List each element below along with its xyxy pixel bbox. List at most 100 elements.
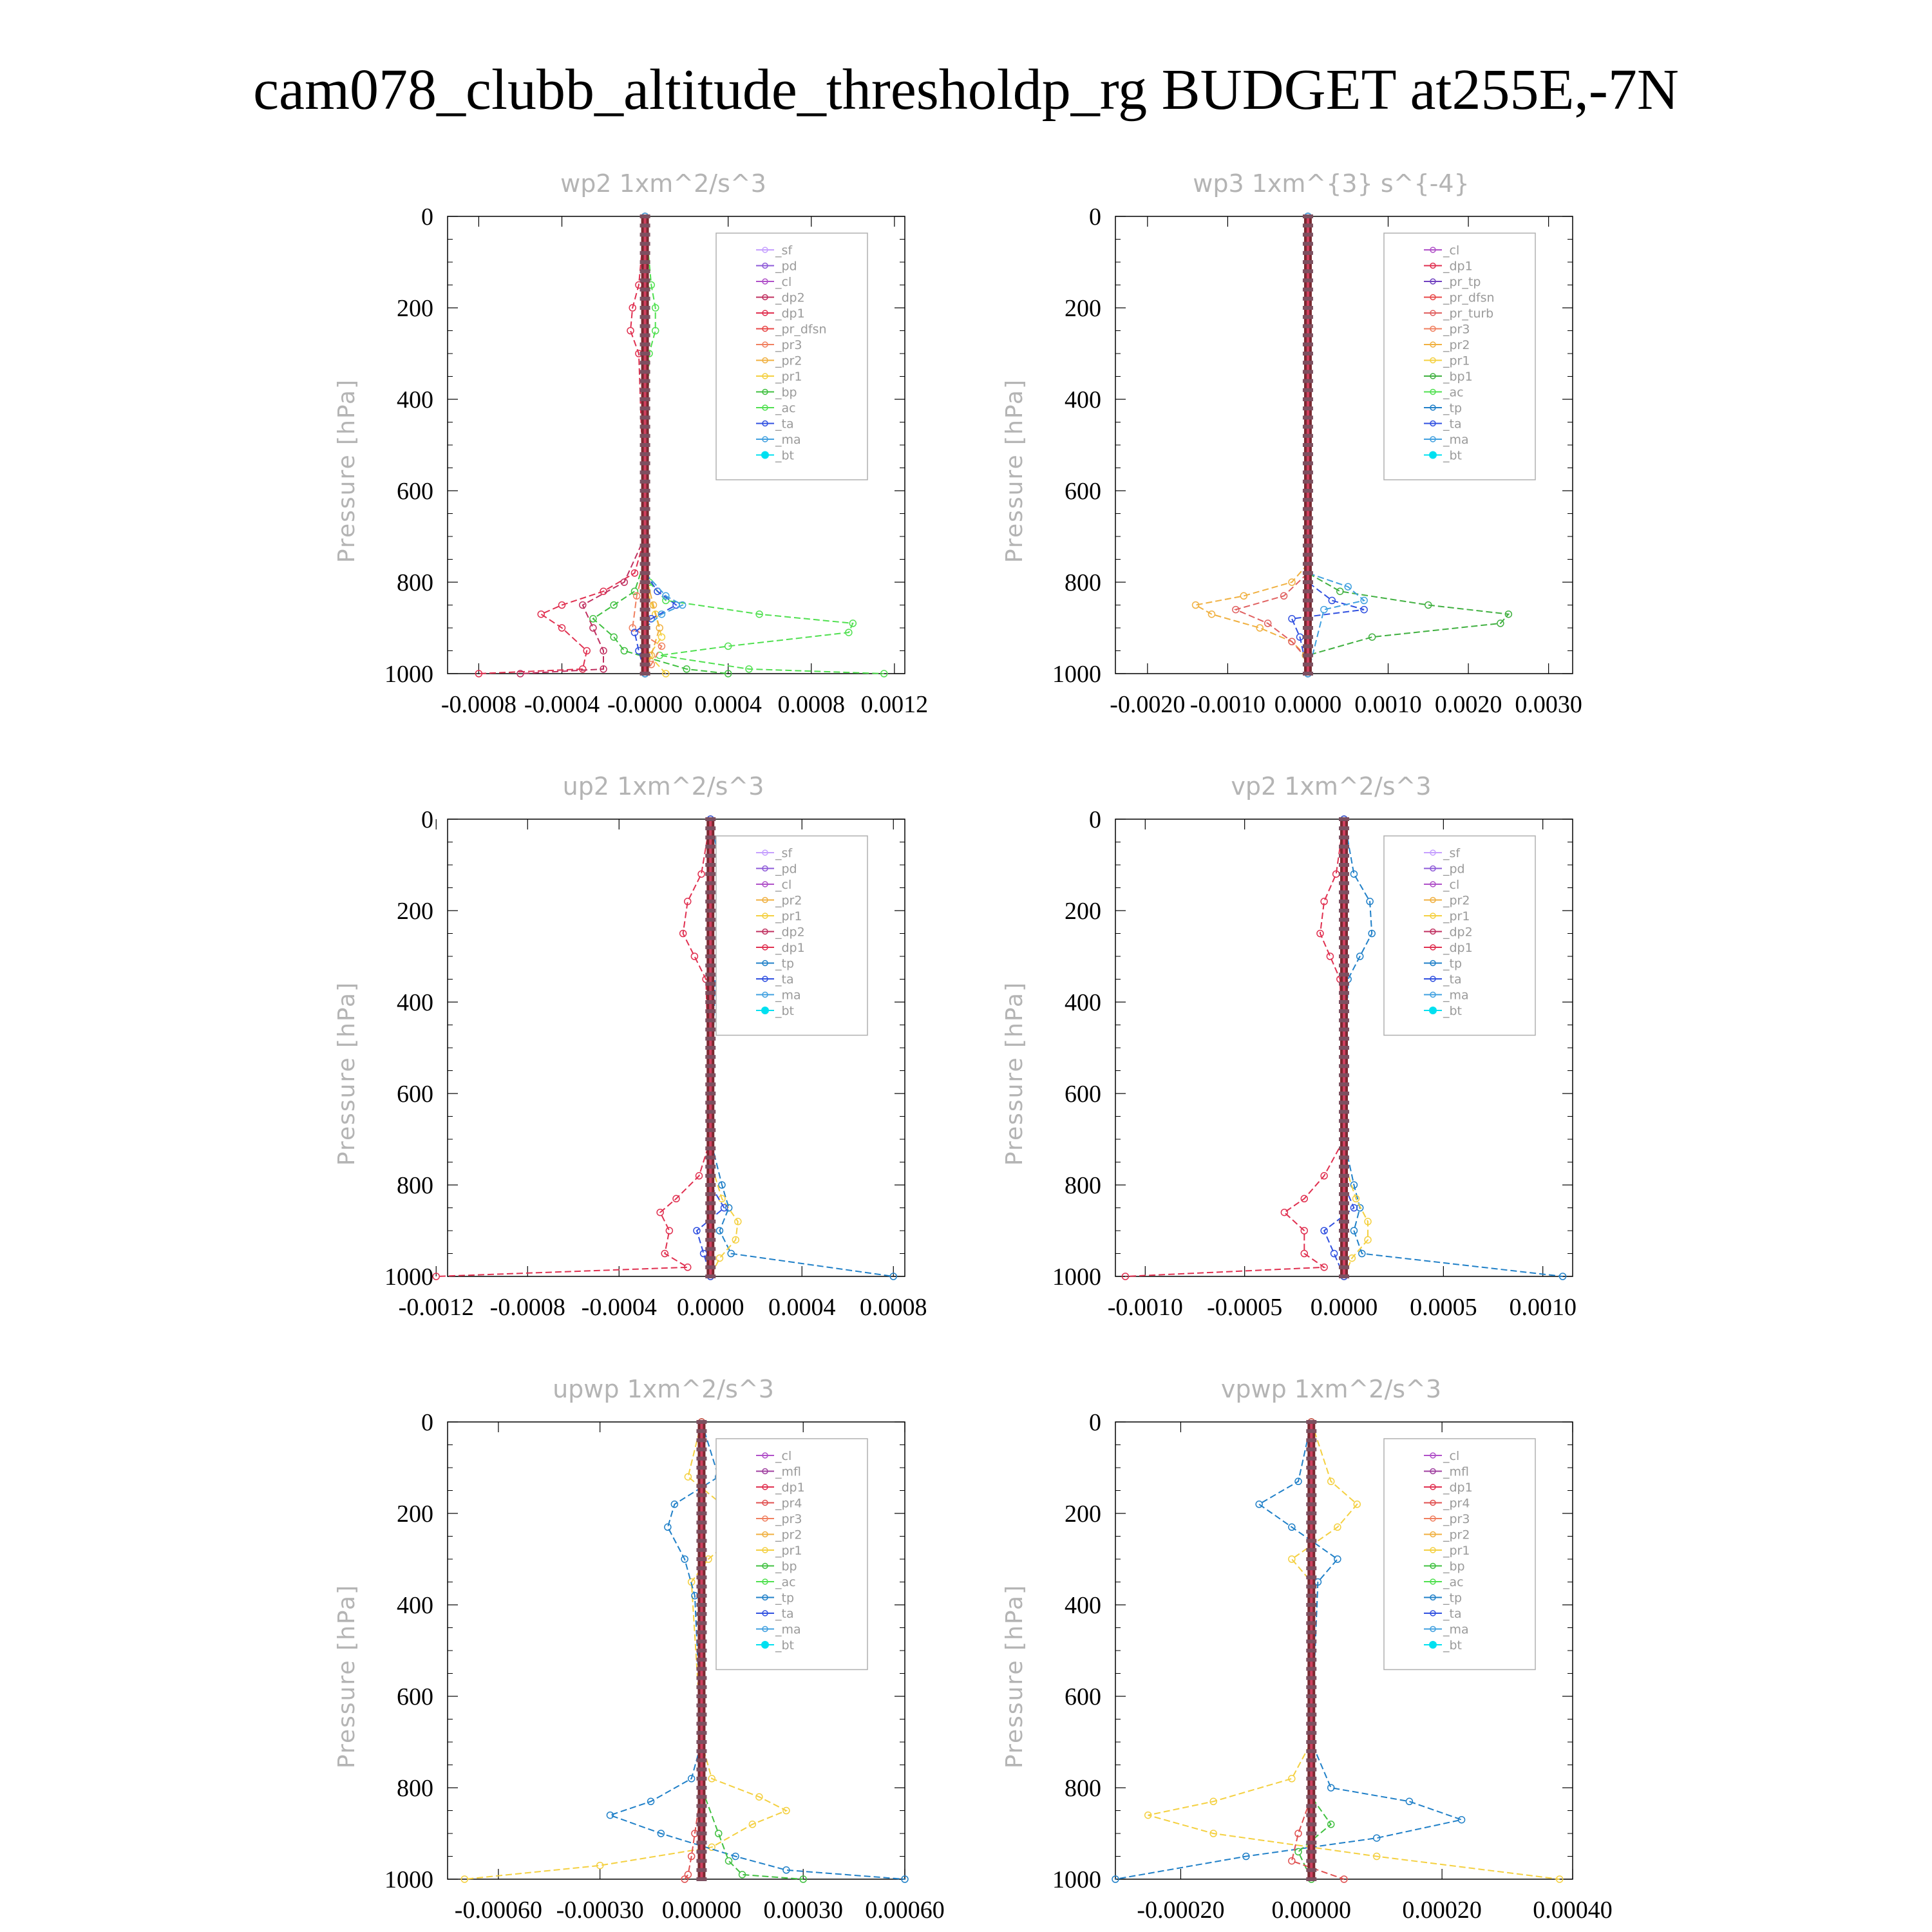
legend-label: _bt xyxy=(1443,449,1462,463)
zero-bundle-marker xyxy=(1306,1767,1317,1772)
zero-bundle-marker xyxy=(1302,635,1313,639)
zero-bundle-marker xyxy=(705,963,716,968)
zero-bundle-marker xyxy=(639,598,650,603)
zero-bundle-marker xyxy=(696,1593,707,1598)
data-point_pr1 xyxy=(1353,1501,1361,1508)
y-tick-label: 200 xyxy=(397,898,433,925)
zero-bundle-marker xyxy=(705,826,716,831)
data-point_pr1 xyxy=(1334,1523,1341,1531)
zero-bundle-marker xyxy=(1339,844,1349,849)
zero-bundle-marker xyxy=(696,1649,707,1653)
data-point_dp1 xyxy=(558,624,566,632)
zero-bundle-marker xyxy=(1302,278,1313,283)
zero-bundle-marker xyxy=(1339,890,1349,895)
zero-bundle-marker xyxy=(1306,1557,1317,1561)
x-tick-label: -0.0010 xyxy=(1108,1294,1183,1321)
zero-bundle-marker xyxy=(696,1676,707,1680)
legend-label: _pd xyxy=(775,260,797,274)
zero-bundle-marker xyxy=(639,406,650,411)
zero-bundle-marker xyxy=(705,945,716,949)
panel-title: vpwp 1xm^2/s^3 xyxy=(1221,1375,1441,1403)
zero-bundle-marker xyxy=(1339,1082,1349,1086)
legend-marker xyxy=(1430,1515,1436,1522)
zero-bundle-marker xyxy=(696,1786,707,1790)
data-point_pr1 xyxy=(782,1806,790,1815)
legend-label: _ta xyxy=(1443,417,1462,431)
legend-label: _pr4 xyxy=(775,1497,802,1511)
legend-label: _dp1 xyxy=(775,1481,805,1495)
legend-marker xyxy=(762,357,768,364)
legend-marker xyxy=(762,404,768,411)
data-point_ta xyxy=(693,1227,701,1235)
data-point_bp xyxy=(738,1871,746,1879)
data-point_tp xyxy=(606,1811,614,1819)
data-point_pr4 xyxy=(1288,1857,1296,1865)
zero-bundle-marker xyxy=(696,1868,707,1872)
x-tick-label: -0.0020 xyxy=(1110,691,1185,718)
zero-bundle-marker xyxy=(705,990,716,995)
data-point_ma xyxy=(678,601,687,609)
zero-bundle-marker xyxy=(1306,1813,1317,1817)
zero-bundle-marker xyxy=(696,1832,707,1835)
zero-bundle-marker xyxy=(696,1758,707,1763)
legend-label: _bt xyxy=(1443,1004,1462,1018)
zero-bundle-marker xyxy=(1306,1493,1317,1497)
zero-bundle-marker xyxy=(705,1027,716,1032)
series-line_bp xyxy=(592,216,728,674)
data-point_pr1 xyxy=(715,1254,724,1262)
legend-label: _ma xyxy=(775,989,801,1003)
legend-label: _ma xyxy=(775,433,801,447)
legend-marker xyxy=(762,310,768,316)
legend-label: _dp2 xyxy=(775,291,805,305)
data-point_pr1 xyxy=(1209,1797,1217,1806)
zero-bundle-marker xyxy=(696,1456,707,1461)
zero-bundle-marker xyxy=(1302,644,1313,649)
zero-bundle-marker xyxy=(639,672,650,676)
zero-bundle-marker xyxy=(1302,672,1313,676)
zero-bundle-marker xyxy=(696,1603,707,1607)
zero-bundle-marker xyxy=(696,1612,707,1616)
y-tick-label: 0 xyxy=(1089,1409,1101,1436)
zero-bundle-marker xyxy=(1306,1868,1317,1872)
zero-bundle-marker xyxy=(705,1274,716,1278)
zero-bundle-marker xyxy=(1306,1484,1317,1488)
zero-bundle-marker xyxy=(1302,397,1313,401)
data-point_dp1 xyxy=(679,929,687,938)
zero-bundle-marker xyxy=(1339,1128,1349,1132)
legend-marker xyxy=(761,451,769,459)
data-point_bp xyxy=(683,665,690,673)
data-point_ac xyxy=(651,304,659,312)
legend-label: _dp1 xyxy=(1443,941,1473,955)
zero-bundle-marker xyxy=(1339,1064,1349,1068)
zero-bundle-marker xyxy=(1302,232,1313,237)
zero-bundle-marker xyxy=(696,1658,707,1662)
zero-bundle-marker xyxy=(696,1694,707,1698)
legend-label: _bt xyxy=(775,1004,794,1018)
data-point_ta xyxy=(1350,1204,1358,1212)
data-point_bp1 xyxy=(1497,620,1504,627)
legend-box xyxy=(1383,835,1536,1036)
zero-bundle-marker xyxy=(1339,1092,1349,1095)
legend-label: _pr2 xyxy=(1443,894,1470,908)
zero-bundle-marker xyxy=(1339,936,1349,940)
data-point_pr1 xyxy=(1372,1852,1381,1861)
figure-title: cam078_clubb_altitude_thresholdp_rg BUDG… xyxy=(253,58,1679,122)
data-point_pr2 xyxy=(1208,610,1216,618)
data-point_pr1 xyxy=(748,1821,757,1828)
legend-marker xyxy=(1430,1484,1436,1490)
data-point_tp xyxy=(1372,1834,1381,1842)
zero-bundle-marker xyxy=(639,315,650,319)
zero-bundle-marker xyxy=(1302,616,1313,621)
legend-label: _pr_tp xyxy=(1443,275,1481,289)
zero-bundle-marker xyxy=(705,1183,716,1187)
zero-bundle-marker xyxy=(639,452,650,457)
zero-bundle-marker xyxy=(1339,1046,1349,1050)
legend-marker xyxy=(761,1641,769,1649)
y-tick-label: 600 xyxy=(397,478,433,505)
legend-marker xyxy=(762,1610,768,1616)
data-point_dp1 xyxy=(579,665,587,673)
data-point_bp xyxy=(714,1830,723,1837)
legend-label: _pr_dfsn xyxy=(775,323,827,337)
zero-bundle-marker xyxy=(639,242,650,246)
zero-bundle-marker xyxy=(705,936,716,940)
